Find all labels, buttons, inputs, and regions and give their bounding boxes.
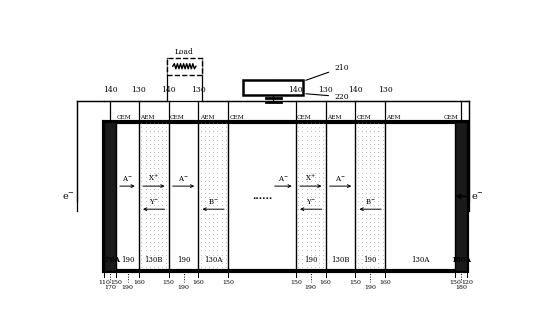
Text: B$^{-}$: B$^{-}$ — [208, 197, 219, 206]
Text: AEM: AEM — [327, 115, 341, 120]
Text: A$^{-}$: A$^{-}$ — [178, 174, 189, 183]
Text: 190: 190 — [177, 256, 190, 264]
Text: 190: 190 — [177, 285, 190, 290]
Text: 160: 160 — [379, 280, 391, 285]
Text: e$^{-}$: e$^{-}$ — [471, 191, 484, 202]
Text: X$^{+}$: X$^{+}$ — [148, 173, 159, 183]
Text: Load: Load — [175, 48, 194, 56]
Bar — [243, 80, 303, 95]
Bar — [167, 58, 202, 75]
Bar — [455, 122, 467, 271]
Text: 130: 130 — [318, 86, 333, 94]
Text: 190: 190 — [122, 285, 134, 290]
Text: 160: 160 — [133, 280, 145, 285]
Text: 150: 150 — [222, 280, 234, 285]
Text: 150: 150 — [163, 280, 175, 285]
Text: 150: 150 — [349, 280, 361, 285]
Text: CEM: CEM — [443, 115, 458, 120]
Text: 190: 190 — [364, 256, 377, 264]
Text: e$^{-}$: e$^{-}$ — [62, 191, 75, 202]
Text: A$^{-}$: A$^{-}$ — [122, 174, 133, 183]
Text: 110: 110 — [98, 280, 110, 285]
Text: CEM: CEM — [357, 115, 372, 120]
Text: 180A: 180A — [451, 256, 471, 264]
Text: 160: 160 — [192, 280, 204, 285]
Bar — [104, 122, 116, 271]
Text: 170: 170 — [104, 285, 116, 290]
Text: 130: 130 — [132, 86, 146, 94]
Text: 210: 210 — [306, 64, 349, 80]
Text: CEM: CEM — [117, 115, 132, 120]
Text: 190: 190 — [305, 285, 317, 290]
Text: 220: 220 — [306, 93, 349, 101]
Text: 130A: 130A — [411, 256, 429, 264]
Text: 140: 140 — [103, 86, 117, 94]
Text: 140: 140 — [348, 86, 362, 94]
Text: CEM: CEM — [229, 115, 244, 120]
Text: 120: 120 — [461, 280, 473, 285]
Text: 160: 160 — [320, 280, 332, 285]
Text: CEM: CEM — [170, 115, 184, 120]
Text: 150: 150 — [110, 280, 122, 285]
Text: CEM: CEM — [297, 115, 312, 120]
Text: 190: 190 — [304, 256, 318, 264]
Text: 130B: 130B — [144, 256, 163, 264]
Text: AEM: AEM — [386, 115, 401, 120]
Text: 130A: 130A — [204, 256, 222, 264]
Text: 180: 180 — [455, 285, 467, 290]
Text: X$^{+}$: X$^{+}$ — [305, 173, 316, 183]
Bar — [104, 122, 467, 271]
Text: 130B: 130B — [332, 256, 350, 264]
Text: 170A: 170A — [100, 256, 120, 264]
Text: 130: 130 — [191, 86, 206, 94]
Text: AEM: AEM — [140, 115, 155, 120]
Text: A$^{-}$: A$^{-}$ — [335, 174, 346, 183]
Text: A$^{-}$: A$^{-}$ — [278, 174, 289, 183]
Text: 140: 140 — [288, 86, 303, 94]
Text: B$^{-}$: B$^{-}$ — [365, 197, 376, 206]
Text: ......: ...... — [252, 192, 272, 201]
Text: AEM: AEM — [200, 115, 214, 120]
Text: Y$^{-}$: Y$^{-}$ — [149, 197, 159, 206]
Text: 190: 190 — [121, 256, 134, 264]
Text: 150: 150 — [290, 280, 302, 285]
Text: 130: 130 — [378, 86, 392, 94]
Text: Y$^{-}$: Y$^{-}$ — [305, 197, 316, 206]
Text: 190: 190 — [364, 285, 376, 290]
Text: 140: 140 — [161, 86, 176, 94]
Text: 150: 150 — [449, 280, 461, 285]
